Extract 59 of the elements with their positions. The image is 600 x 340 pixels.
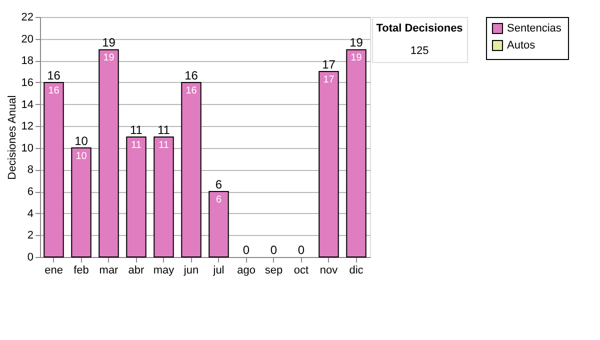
total-label: 6	[215, 178, 222, 192]
y-tick-label: 16	[21, 76, 34, 89]
x-tick-label: jun	[182, 264, 199, 276]
data-label: 16	[186, 85, 198, 96]
total-label: 19	[350, 36, 364, 50]
y-tick-label: 0	[27, 252, 34, 264]
x-tick-label: nov	[320, 264, 338, 276]
x-tick-label: jul	[212, 264, 224, 276]
y-tick-label: 8	[27, 164, 34, 176]
bar	[346, 49, 366, 258]
x-tick-label: abr	[128, 264, 145, 276]
y-tick-label: 20	[21, 33, 34, 46]
total-label: 0	[298, 243, 305, 257]
bar	[318, 71, 339, 258]
y-tick-label: 14	[21, 98, 34, 111]
legend-label: Sentencias	[507, 22, 562, 34]
bar	[44, 82, 64, 258]
y-tick-label: 12	[21, 120, 34, 133]
total-label: 19	[102, 36, 116, 50]
bar	[181, 82, 202, 258]
bar	[71, 147, 92, 258]
data-label: 6	[216, 194, 222, 206]
x-tick-label: oct	[294, 264, 309, 276]
total-label: 16	[47, 68, 61, 82]
bar	[208, 191, 229, 258]
data-label: 11	[158, 140, 170, 151]
total-label: 11	[130, 123, 143, 137]
y-axis-title: Decisiones Anual	[6, 95, 18, 180]
bar	[98, 49, 119, 258]
data-label: 10	[76, 150, 88, 162]
data-label: 19	[350, 52, 362, 64]
total-label: 10	[74, 134, 88, 148]
data-label: 19	[103, 52, 115, 64]
data-label: 17	[323, 74, 335, 86]
total-label: 16	[184, 68, 198, 82]
x-tick-label: sep	[264, 264, 283, 276]
y-tick-label: 22	[21, 12, 34, 24]
total-label: 0	[242, 243, 250, 257]
y-tick-label: 18	[21, 55, 34, 68]
y-tick-label: 4	[27, 208, 34, 220]
x-tick-label: ago	[237, 264, 256, 276]
y-tick-label: 10	[21, 142, 34, 154]
text: Total Decisiones	[376, 22, 463, 34]
total-label: 17	[322, 58, 336, 72]
data-label: 11	[131, 140, 142, 151]
data-label: 16	[48, 85, 60, 96]
bar	[154, 136, 174, 258]
y-tick-label: 6	[27, 186, 34, 198]
x-tick-label: mar	[99, 264, 119, 276]
total-label: 11	[158, 123, 170, 137]
text: 125	[410, 44, 429, 57]
x-tick-label: dic	[349, 264, 364, 276]
x-tick-label: ene	[44, 264, 63, 276]
x-tick-label: feb	[74, 264, 89, 276]
x-tick-label: may	[153, 264, 175, 276]
legend-label: Autos	[507, 40, 536, 52]
y-tick-label: 2	[27, 230, 34, 242]
bar	[126, 136, 146, 258]
total-label: 0	[270, 243, 278, 257]
